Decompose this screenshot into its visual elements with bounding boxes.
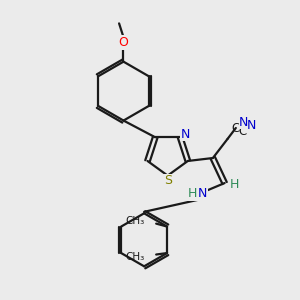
Text: C: C <box>238 125 246 138</box>
Text: S: S <box>164 174 172 188</box>
Text: H: H <box>188 188 197 200</box>
Text: N: N <box>181 128 190 141</box>
Text: O: O <box>118 36 128 49</box>
Text: N: N <box>239 116 248 129</box>
Text: CH₃: CH₃ <box>125 253 144 262</box>
Text: C: C <box>232 122 240 135</box>
Text: N: N <box>247 119 256 132</box>
Text: H: H <box>230 178 239 191</box>
Text: N: N <box>198 188 207 200</box>
Text: CH₃: CH₃ <box>125 216 144 226</box>
